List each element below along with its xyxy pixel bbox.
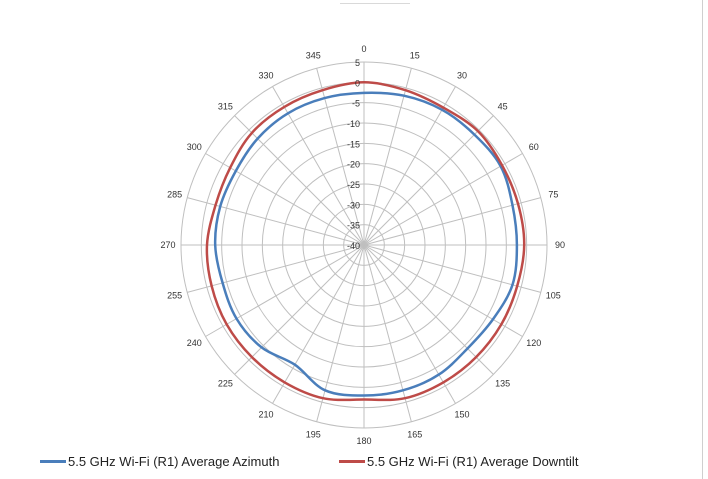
radial-tick-label: -30 bbox=[347, 200, 360, 210]
radial-tick-label: -25 bbox=[347, 180, 360, 190]
radial-tick-label: -40 bbox=[347, 241, 360, 251]
angle-tick-label: 225 bbox=[218, 379, 233, 389]
grid-spoke bbox=[363, 244, 541, 293]
angle-tick-label: 60 bbox=[529, 142, 539, 152]
radial-tick-label: -15 bbox=[347, 139, 360, 149]
legend-label-downtilt: 5.5 GHz Wi-Fi (R1) Average Downtilt bbox=[367, 454, 579, 469]
grid-spoke bbox=[363, 86, 456, 246]
angle-tick-label: 105 bbox=[546, 291, 561, 301]
grid-spoke bbox=[363, 244, 494, 375]
grid-spoke bbox=[363, 153, 523, 246]
legend-item-downtilt: 5.5 GHz Wi-Fi (R1) Average Downtilt bbox=[339, 454, 578, 469]
series-line-0 bbox=[213, 91, 519, 397]
grid-spoke bbox=[205, 153, 365, 246]
series-layer bbox=[205, 81, 526, 402]
top-edge-mark bbox=[340, 0, 410, 4]
grid-spoke bbox=[363, 244, 412, 422]
angle-tick-label: 300 bbox=[187, 142, 202, 152]
angle-tick-label: 210 bbox=[258, 410, 273, 420]
series-line-1 bbox=[205, 81, 526, 402]
angle-tick-label: 285 bbox=[167, 189, 182, 199]
angle-tick-label: 75 bbox=[548, 189, 558, 199]
radial-tick-label: 5 bbox=[355, 58, 360, 68]
legend-label-azimuth: 5.5 GHz Wi-Fi (R1) Average Azimuth bbox=[68, 454, 280, 469]
angle-tick-label: 120 bbox=[526, 338, 541, 348]
radial-tick-label: -10 bbox=[347, 119, 360, 129]
radial-tick-label: -5 bbox=[352, 99, 360, 109]
label-layer: 0 15 30 45 60 75 90 105 120 135 150 165 180 195 210 225… bbox=[160, 44, 565, 445]
angle-tick-label: 30 bbox=[457, 70, 467, 80]
grid-spoke bbox=[363, 115, 494, 246]
polar-chart: 0 15 30 45 60 75 90 105 120 135 150 165 180 195 210 225… bbox=[160, 44, 565, 445]
radial-tick-label: -20 bbox=[347, 160, 360, 170]
angle-tick-label: 150 bbox=[454, 410, 469, 420]
legend-swatch-downtilt bbox=[339, 460, 365, 463]
angle-tick-label: 135 bbox=[495, 379, 510, 389]
legend-item-azimuth: 5.5 GHz Wi-Fi (R1) Average Azimuth bbox=[40, 454, 279, 469]
grid-spoke bbox=[187, 244, 365, 293]
grid-spoke bbox=[234, 244, 365, 375]
legend-swatch-azimuth bbox=[40, 460, 66, 463]
grid-spoke bbox=[272, 244, 365, 404]
chart-frame bbox=[10, 0, 703, 479]
angle-tick-label: 255 bbox=[167, 291, 182, 301]
grid-spoke bbox=[187, 197, 365, 246]
grid-spoke bbox=[363, 244, 523, 337]
angle-tick-label: 330 bbox=[258, 70, 273, 80]
grid-spoke bbox=[205, 244, 365, 337]
angle-tick-label: 270 bbox=[160, 240, 175, 250]
angle-tick-label: 345 bbox=[306, 51, 321, 61]
grid-spoke bbox=[316, 244, 365, 422]
angle-tick-label: 165 bbox=[407, 429, 422, 439]
grid-spoke bbox=[234, 115, 365, 246]
polar-grid bbox=[180, 61, 548, 429]
radial-tick-label: 0 bbox=[355, 78, 360, 88]
angle-tick-label: 240 bbox=[187, 338, 202, 348]
grid-spoke bbox=[363, 244, 456, 404]
angle-tick-label: 180 bbox=[356, 436, 371, 445]
radial-tick-label: -35 bbox=[347, 221, 360, 231]
angle-tick-label: 0 bbox=[361, 44, 366, 54]
angle-tick-label: 195 bbox=[306, 429, 321, 439]
angle-tick-label: 90 bbox=[555, 240, 565, 250]
angle-tick-label: 15 bbox=[410, 51, 420, 61]
angle-tick-label: 315 bbox=[218, 101, 233, 111]
angle-tick-label: 45 bbox=[498, 101, 508, 111]
grid-spoke bbox=[363, 68, 412, 246]
